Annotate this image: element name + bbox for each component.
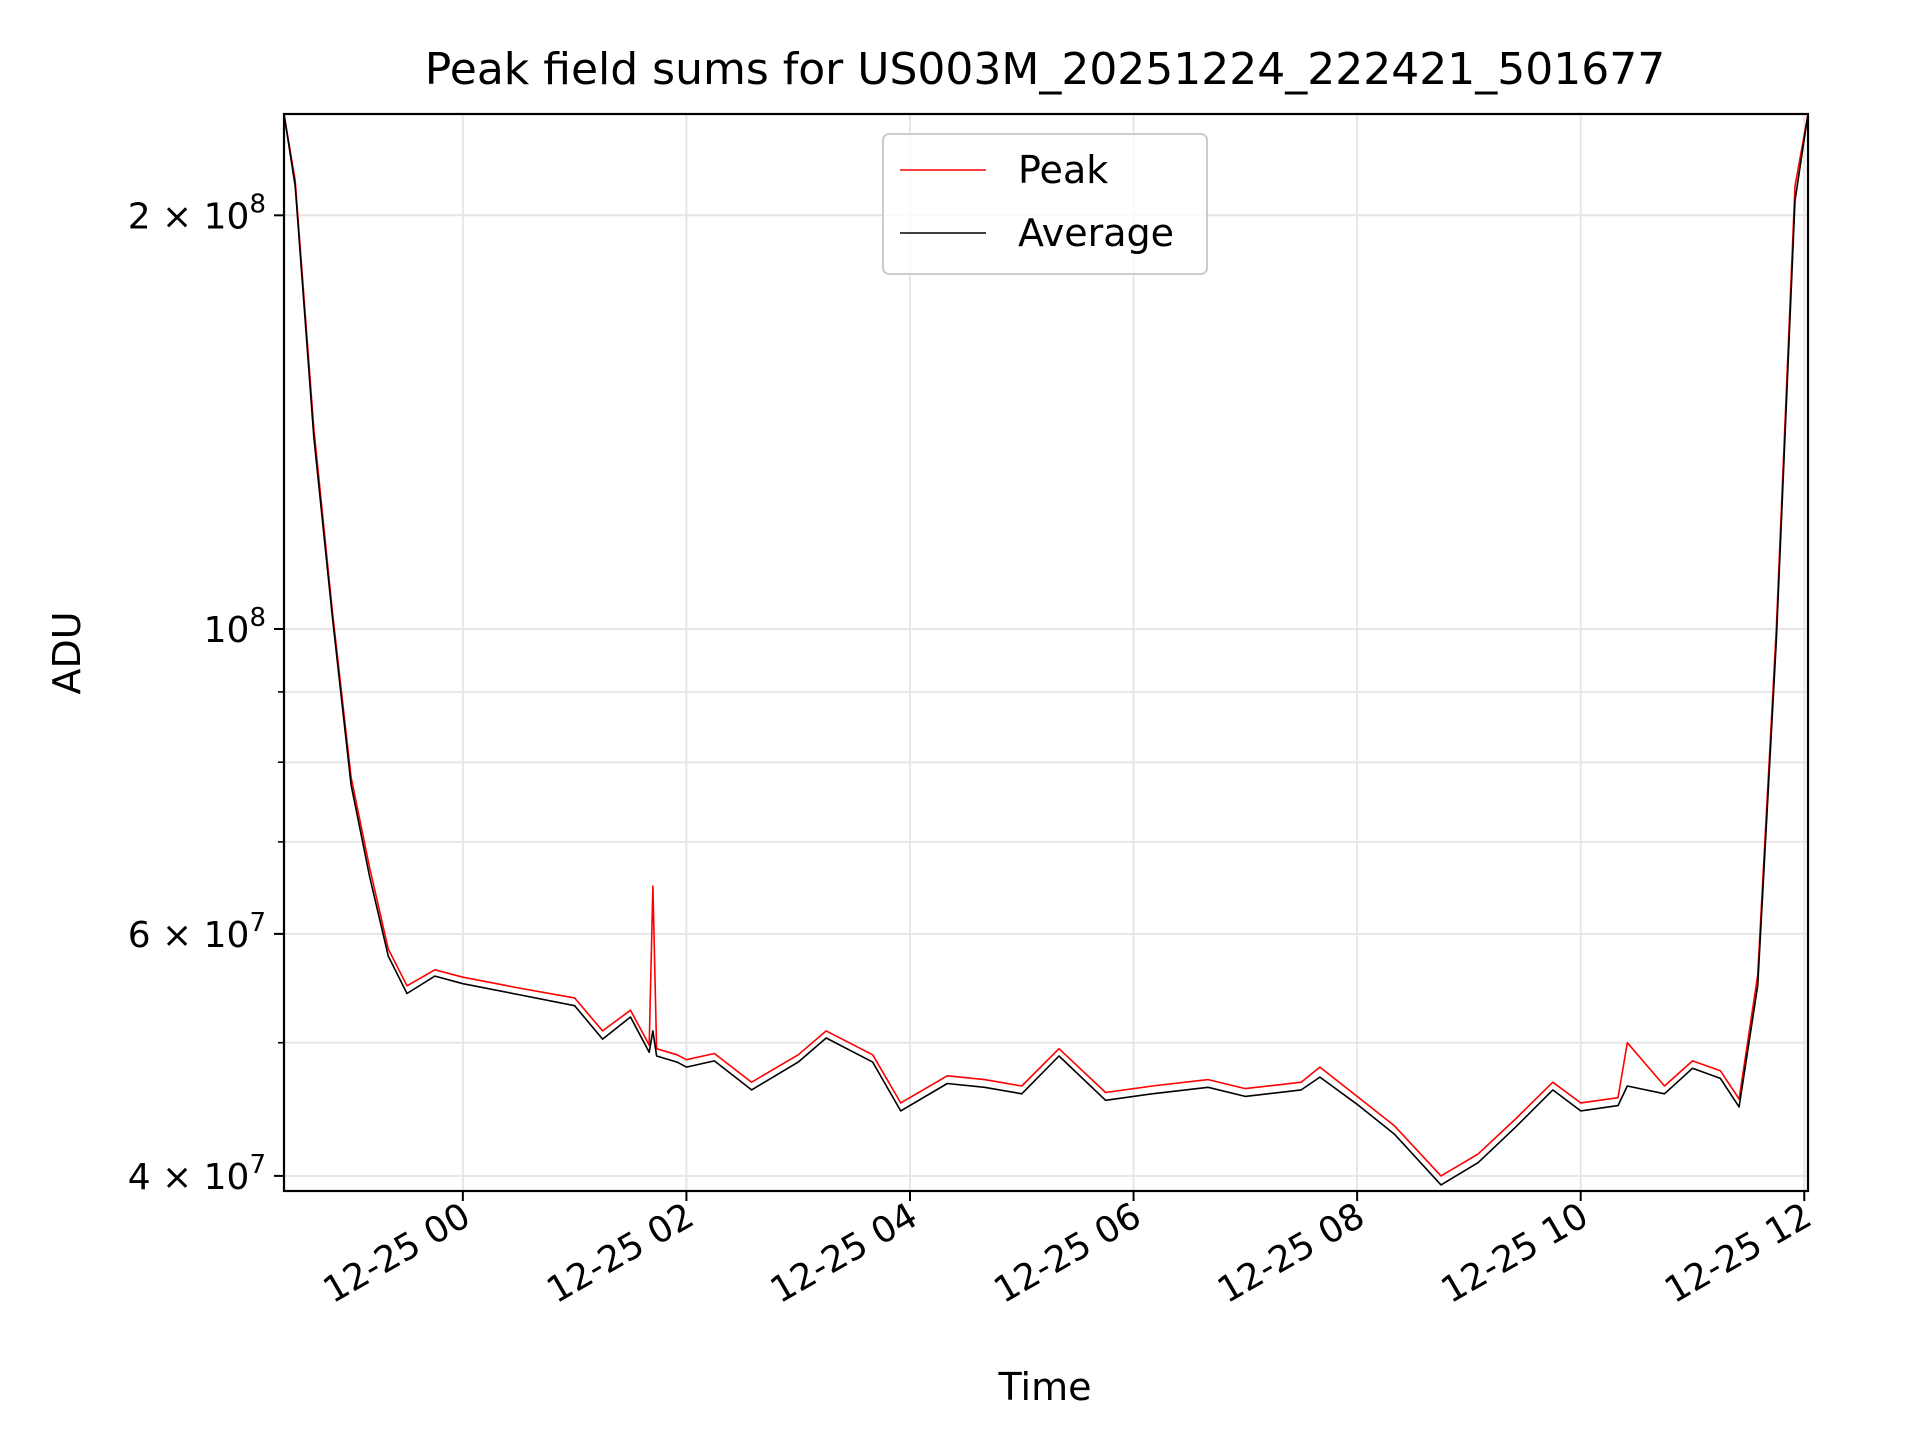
- x-axis-label: Time: [998, 1365, 1092, 1409]
- y-tick-exponent: 8: [249, 189, 266, 219]
- plot-frame: [282, 112, 1810, 1193]
- y-tick-exponent: 7: [249, 908, 266, 938]
- legend-label-average: Average: [1018, 211, 1174, 255]
- y-tick-base: 2 × 10: [128, 196, 250, 237]
- legend: Peak Average: [882, 133, 1208, 275]
- legend-box: [882, 133, 1208, 275]
- y-tick-exponent: 7: [249, 1150, 266, 1180]
- y-axis-label: ADU: [45, 611, 89, 694]
- series-line-average: [284, 114, 1808, 1186]
- y-tick-label: 6 × 107: [128, 908, 266, 956]
- y-tick-label: 108: [204, 603, 266, 651]
- y-tick-exponent: 8: [249, 603, 266, 633]
- y-tick-label: 2 × 108: [128, 189, 266, 237]
- y-tick-base: 10: [204, 610, 250, 651]
- chart-title: Peak field sums for US003M_20251224_2224…: [425, 44, 1665, 95]
- y-tick-base: 6 × 10: [128, 915, 250, 956]
- series-lines: [284, 114, 1808, 1186]
- y-tick-label: 4 × 107: [128, 1150, 266, 1198]
- y-tick-base: 4 × 10: [128, 1157, 250, 1198]
- legend-label-peak: Peak: [1018, 148, 1108, 192]
- series-line-peak: [284, 114, 1808, 1177]
